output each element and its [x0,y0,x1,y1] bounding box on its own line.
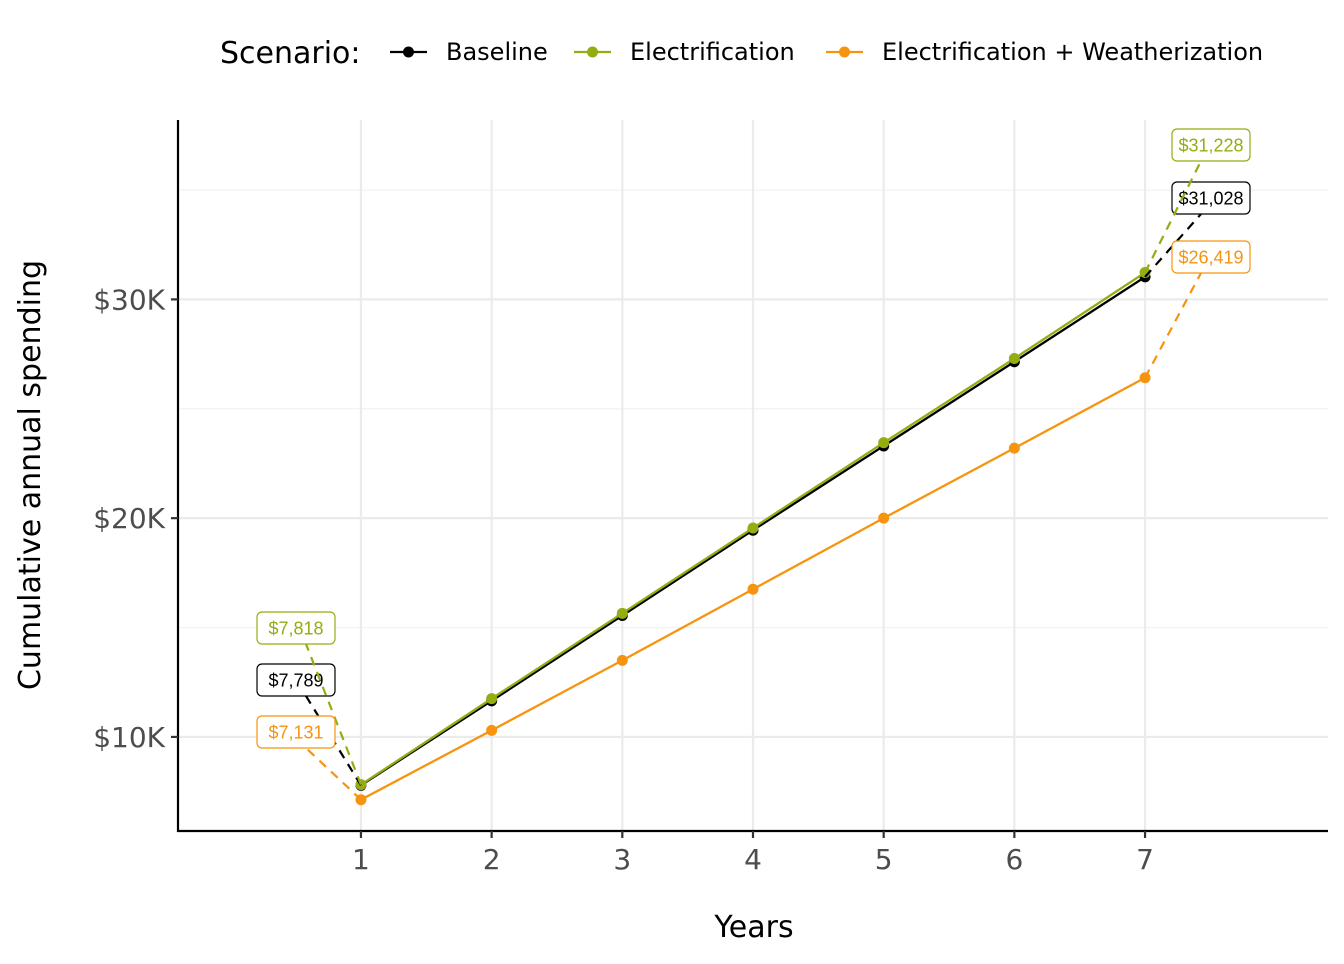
x-tick-label: 6 [1005,843,1023,876]
y-tick-label: $10K [93,721,165,754]
value-label-box [256,715,336,749]
data-point [1008,442,1020,454]
legend-label: Electrification + Weatherization [882,38,1263,66]
data-point [616,654,628,666]
y-tick-label: $30K [93,283,165,316]
data-point [1008,352,1020,364]
value-label: $26,419 [1178,248,1243,268]
data-point [747,583,759,595]
x-tick-label: 5 [875,843,893,876]
value-label-box [1171,181,1251,215]
x-tick-label: 1 [352,843,370,876]
value-label: $31,228 [1178,136,1243,156]
axes: $10K $20K $30K 1 2 3 4 5 6 7 [93,120,1328,876]
grid [178,120,1328,831]
data-point [486,693,498,705]
legend-label: Electrification [630,38,795,66]
legend-key-point [839,46,850,58]
value-label: $7,131 [268,723,323,743]
label-leader-line [305,747,362,801]
y-tick-label: $20K [93,502,165,535]
value-label-box [1171,128,1251,162]
label-leader-line [1144,272,1202,379]
value-label: $31,028 [1178,189,1243,209]
x-tick-label: 2 [483,843,501,876]
value-label: $7,789 [268,671,323,691]
x-tick-label: 3 [613,843,631,876]
end-labels: $7,789 $31,028 $7,818 $31,228 $7,131 $26,419 [256,128,1251,801]
label-leader-line [1144,160,1202,274]
data-point [878,437,890,449]
value-label-box [1171,240,1251,274]
data-point [486,724,498,736]
x-axis-title: Years [713,910,793,945]
data-point [878,512,890,524]
series-layer [355,267,1151,806]
legend-title: Scenario: [220,36,361,71]
legend: Scenario: Baseline Electrification Electri… [220,36,1263,71]
value-label-box [256,663,336,697]
legend-label: Baseline [446,38,548,66]
x-tick-label: 7 [1136,843,1154,876]
value-label-box [256,611,336,645]
y-axis-title: Cumulative annual spending [13,260,48,690]
value-label: $7,818 [268,619,323,639]
x-tick-label: 4 [744,843,762,876]
label-leader-line [1144,213,1202,278]
data-point [747,522,759,534]
data-point [616,607,628,619]
legend-key-point [403,46,414,58]
legend-key-point [587,46,598,58]
